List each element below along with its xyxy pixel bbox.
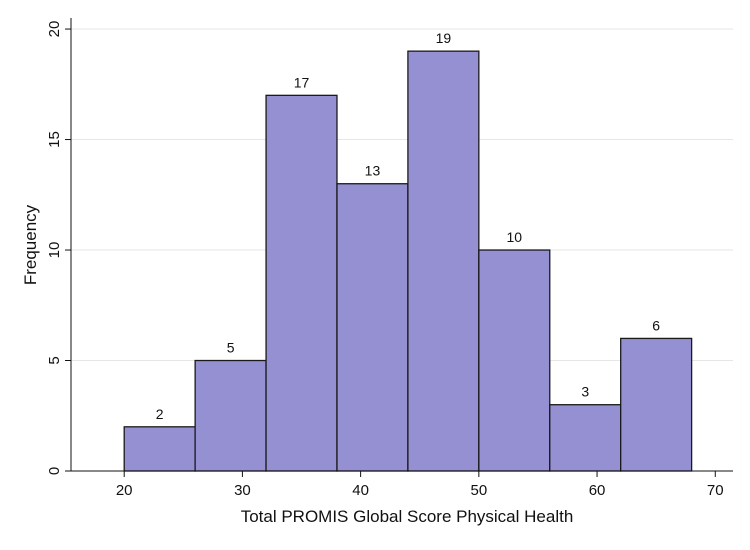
y-tick-label-15: 15: [46, 131, 63, 148]
x-tick-label-20: 20: [116, 482, 133, 499]
bar-5: [478, 249, 551, 472]
bar-3: [336, 183, 409, 472]
bar-value-label-6: 3: [581, 384, 589, 400]
bar-value-label-1: 5: [227, 340, 235, 356]
bar-2: [265, 94, 338, 472]
x-tick-label-50: 50: [470, 482, 487, 499]
bar-value-label-0: 2: [156, 406, 164, 422]
bar-value-label-4: 19: [436, 30, 452, 46]
bar-4: [407, 50, 480, 472]
bar-0: [123, 426, 196, 472]
bar-value-label-2: 17: [294, 74, 310, 90]
bars: [123, 50, 693, 472]
x-tick-label-30: 30: [234, 482, 251, 499]
bar-value-label-3: 13: [365, 163, 381, 179]
axes: 20 30 40 50 60 70 0 5 10 15 20: [46, 18, 733, 499]
y-tick-label-10: 10: [46, 242, 63, 259]
x-tick-label-60: 60: [589, 482, 606, 499]
y-tick-label-20: 20: [46, 21, 63, 38]
y-tick-label-0: 0: [46, 467, 63, 475]
y-axis-title: Frequency: [21, 204, 40, 285]
bar-labels: 2 5 17 13 19 10 3 6: [156, 30, 660, 422]
x-tick-label-40: 40: [352, 482, 369, 499]
bar-1: [194, 359, 267, 472]
bar-value-label-5: 10: [507, 229, 523, 245]
bar-7: [620, 337, 693, 472]
x-tick-label-70: 70: [707, 482, 724, 499]
bar-value-label-7: 6: [652, 317, 660, 333]
bar-6: [549, 404, 622, 472]
x-axis-title: Total PROMIS Global Score Physical Healt…: [241, 507, 574, 526]
y-tick-label-5: 5: [46, 356, 63, 364]
